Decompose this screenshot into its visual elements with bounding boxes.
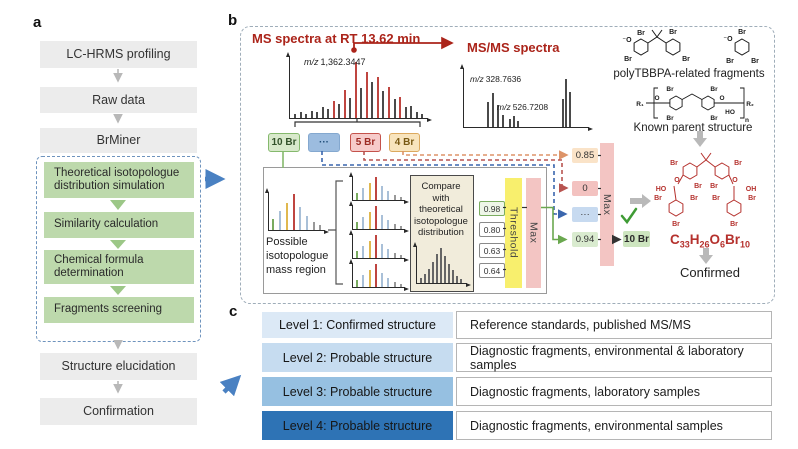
flow-step-theoretical-simulation: Theoretical isotopologue distribution si… xyxy=(44,162,194,198)
candidate-spectrum-3 xyxy=(348,230,409,263)
panel-b-label: b xyxy=(228,12,238,29)
candidate-spectrum-4 xyxy=(348,259,409,292)
flow-step-similarity: Similarity calculation xyxy=(44,212,194,238)
flow-step-fragments: Fragments screening xyxy=(44,297,194,323)
ms-main-peak-label: m/z 1,362.3447 xyxy=(304,57,366,67)
score-098: 0.98 xyxy=(479,201,505,216)
level-3-criteria: Diagnostic fragments, laboratory samples xyxy=(456,377,772,406)
msms-peak1-label: m/z 328.7636 xyxy=(470,74,522,84)
score-063: 0.63 xyxy=(479,243,505,258)
tag-4br: 4 Br xyxy=(389,133,420,152)
parent-structure-title: Known parent structure xyxy=(633,122,753,134)
level-3-box: Level 3: Probable structure xyxy=(262,377,453,406)
tag-5br: 5 Br xyxy=(350,133,381,152)
score-080: 0.80 xyxy=(479,222,505,237)
output-0: 0 xyxy=(572,181,598,196)
msms-spectra-title: MS/MS spectra xyxy=(467,40,560,55)
ms-spectrum-plot xyxy=(285,52,432,123)
flow-step-raw-data: Raw data xyxy=(40,87,197,113)
level-2-box: Level 2: Probable structure xyxy=(262,343,453,372)
max-bar: Max xyxy=(526,178,541,288)
confirmed-label: Confirmed xyxy=(680,265,740,280)
msms-spectrum-plot xyxy=(459,64,593,132)
possible-region-spectrum xyxy=(264,188,329,235)
flow-step-confirmation: Confirmation xyxy=(40,398,197,425)
output-085: 0.85 xyxy=(572,148,598,163)
max-bar-right: Max xyxy=(600,143,614,266)
tag-dots: ··· xyxy=(308,133,340,152)
candidate-spectrum-1 xyxy=(348,172,409,205)
mz-prefix: m/z xyxy=(304,57,319,67)
possible-region-label: Possible isotopologue mass region xyxy=(266,236,329,276)
output-094: 0.94 xyxy=(572,232,598,247)
threshold-bar: Threshold xyxy=(505,178,522,288)
flow-step-brminer: BrMiner xyxy=(40,128,197,153)
level-4-box: Level 4: Probable structure xyxy=(262,411,453,440)
theoretical-spectrum xyxy=(412,242,471,288)
fragments-title: polyTBBPA-related fragments xyxy=(613,68,765,80)
level-1-box: Level 1: Confirmed structure xyxy=(262,312,453,338)
molecular-formula: C33H26O6Br10 xyxy=(669,232,751,250)
score-064: 0.64 xyxy=(479,263,505,278)
flow-step-lc-hrms: LC-HRMS profiling xyxy=(40,41,197,68)
final-tag-10br: 10 Br xyxy=(623,231,650,247)
panel-b-border xyxy=(240,26,775,304)
tag-10br: 10 Br xyxy=(268,133,300,152)
compare-label: Compare with theoretical isotopologue di… xyxy=(414,181,468,239)
flow-step-structure-elucidation: Structure elucidation xyxy=(40,353,197,380)
level-4-criteria: Diagnostic fragments, environmental samp… xyxy=(456,411,772,440)
panel-c-pointer-arrow xyxy=(219,374,242,397)
flow-step-formula: Chemical formula determination xyxy=(44,250,194,284)
panel-c-label: c xyxy=(229,303,238,320)
level-1-criteria: Reference standards, published MS/MS xyxy=(456,311,772,339)
candidate-spectrum-2 xyxy=(348,201,409,234)
level-2-criteria: Diagnostic fragments, environmental & la… xyxy=(456,343,772,372)
output-dots: ··· xyxy=(572,207,598,222)
panel-a-label: a xyxy=(33,14,42,31)
ms-spectra-title: MS spectra at RT 13.62 min xyxy=(252,31,421,46)
msms-peak2-label: m/z 526.7208 xyxy=(497,102,549,112)
